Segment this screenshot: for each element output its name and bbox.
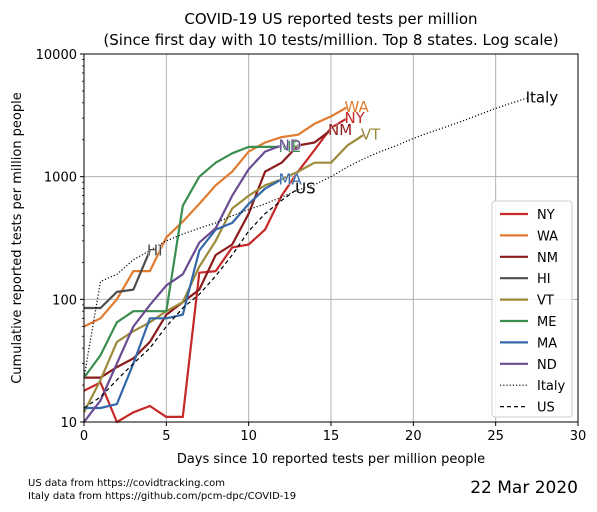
series-end-label-me: ME (279, 138, 301, 156)
series-line-nd (83, 144, 282, 423)
legend-entry-ma: MA (537, 336, 557, 351)
series-line-us (83, 188, 299, 409)
y-tick-label: 10000 (36, 48, 77, 63)
axis-ticks: 0 5 10 15 20 25 30 10 100 1000 10000 (36, 48, 587, 444)
series-end-label-nm: NM (328, 121, 352, 139)
x-tick-label: 5 (162, 429, 170, 444)
series-line-ma (84, 178, 283, 410)
series-line-me (83, 145, 282, 379)
series-line-wa (83, 106, 349, 328)
series-line-nm (84, 129, 332, 379)
date-stamp: 22 Mar 2020 (470, 478, 578, 498)
legend-entry-wa: WA (537, 229, 558, 244)
series-end-label-nd: ND (279, 136, 302, 154)
series-end-label-hi: HI (147, 242, 163, 260)
legend-entry-nm: NM (537, 251, 558, 266)
x-tick-label: 10 (240, 429, 257, 444)
x-tick-label: 25 (487, 429, 504, 444)
legend: NY WA NM HI VT ME MA ND Italy US (491, 200, 573, 418)
y-tick-label: 1000 (44, 171, 77, 186)
legend-entry-hi: HI (537, 272, 551, 287)
legend-entry-ny: NY (537, 208, 555, 223)
source-note-italy: Italy data from https://github.com/pcm-d… (28, 491, 296, 502)
series-end-label-vt: VT (361, 126, 381, 144)
series-line-italy (83, 97, 529, 378)
series-end-label-italy: Italy (526, 89, 559, 107)
legend-entry-nd: ND (537, 358, 557, 373)
series-end-label-ma: MA (279, 170, 303, 188)
chart-title-line1: COVID-19 US reported tests per million (184, 10, 477, 28)
source-note-us: US data from https://covidtracking.com (28, 478, 225, 489)
x-axis-label: Days since 10 reported tests per million… (177, 452, 485, 467)
legend-entry-me: ME (537, 315, 556, 330)
y-axis-label: Cumulative reported tests per million pe… (10, 92, 25, 384)
series-end-label-ny: NY (344, 109, 365, 127)
legend-entry-us: US (537, 401, 555, 416)
series-lines (83, 97, 529, 424)
legend-entry-vt: VT (537, 294, 554, 309)
series-line-hi (84, 250, 151, 310)
x-tick-label: 20 (405, 429, 422, 444)
series-end-label-wa: WA (344, 98, 369, 116)
x-tick-label: 30 (570, 429, 587, 444)
series-end-label-us: US (295, 180, 316, 198)
series-line-ny (83, 117, 349, 424)
y-tick-label: 10 (60, 416, 77, 431)
legend-entry-italy: Italy (537, 379, 566, 394)
chart-title-line2: (Since first day with 10 tests/million. … (103, 31, 558, 49)
x-tick-label: 0 (80, 429, 88, 444)
y-tick-label: 100 (52, 293, 77, 308)
x-tick-label: 15 (323, 429, 340, 444)
